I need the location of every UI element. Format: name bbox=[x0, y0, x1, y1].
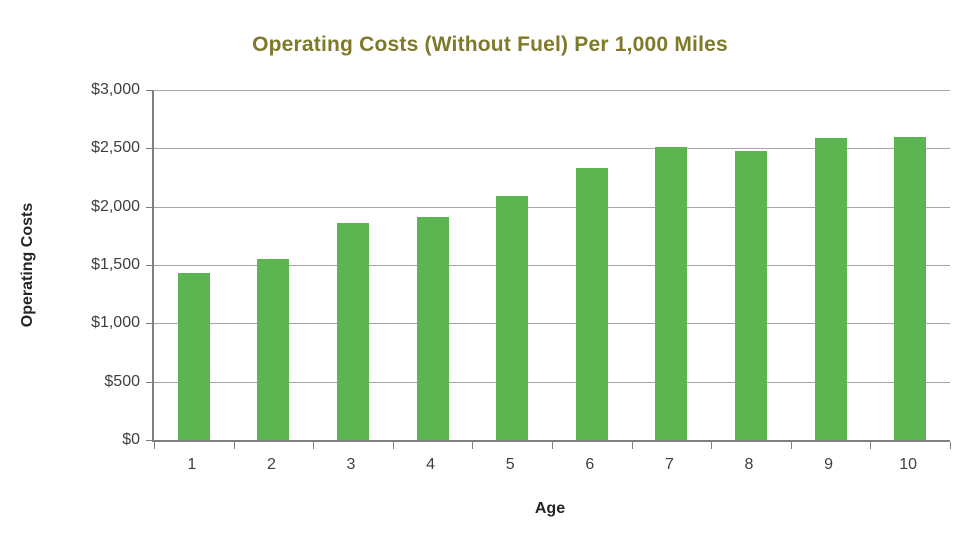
y-axis-tick-mark bbox=[146, 440, 153, 441]
gridline bbox=[154, 148, 950, 150]
x-tick-label: 5 bbox=[505, 456, 515, 473]
bar-age-1 bbox=[177, 273, 210, 440]
gridline bbox=[154, 90, 950, 91]
x-axis-tick-mark bbox=[392, 442, 394, 449]
chart-title: Operating Costs (Without Fuel) Per 1,000… bbox=[252, 33, 728, 56]
y-axis-tick-mark bbox=[146, 206, 153, 208]
x-tick-label: 7 bbox=[664, 456, 674, 473]
y-tick-label: $1,500 bbox=[91, 256, 140, 273]
x-tick-label: 8 bbox=[744, 456, 754, 473]
x-axis-title: Age bbox=[534, 500, 566, 517]
x-tick-label: 6 bbox=[585, 456, 595, 473]
y-tick-label: $2,500 bbox=[91, 139, 140, 157]
bar-age-8 bbox=[735, 150, 767, 440]
gridline bbox=[154, 323, 950, 325]
x-tick-label: 3 bbox=[346, 456, 356, 473]
x-axis-tick-mark bbox=[233, 442, 235, 449]
bar-age-2 bbox=[257, 258, 290, 440]
x-tick-label: 9 bbox=[824, 456, 834, 473]
y-tick-label: $500 bbox=[104, 372, 140, 390]
x-axis-tick-mark bbox=[154, 442, 155, 449]
y-axis-tick-mark bbox=[146, 265, 153, 266]
bar-age-7 bbox=[655, 147, 688, 440]
y-axis-tick-mark bbox=[146, 381, 153, 383]
x-axis-tick-mark bbox=[631, 442, 633, 449]
x-axis-tick-mark bbox=[472, 442, 474, 449]
bar-age-6 bbox=[575, 168, 608, 440]
x-tick-label: 2 bbox=[266, 456, 276, 473]
x-tick-label: 10 bbox=[899, 456, 918, 473]
x-axis-tick-mark bbox=[313, 442, 315, 449]
gridline bbox=[154, 206, 950, 208]
plot-area bbox=[146, 90, 951, 449]
bar-age-10 bbox=[894, 137, 927, 440]
x-tick-label: 4 bbox=[426, 456, 436, 473]
x-axis-tick-mark bbox=[711, 442, 713, 449]
bar-age-3 bbox=[337, 223, 369, 440]
y-tick-label: $2,000 bbox=[91, 197, 140, 215]
x-axis-tick-mark bbox=[870, 442, 872, 449]
y-axis-tick-labels: $0 $500 $1,000 $1,500 $2,000 $2,500 $3,000 bbox=[0, 81, 140, 448]
bar-age-9 bbox=[814, 138, 847, 440]
bar-age-4 bbox=[416, 216, 449, 440]
y-tick-label: $1,000 bbox=[91, 314, 140, 332]
y-tick-label: $0 bbox=[122, 431, 140, 448]
x-axis-tick-mark bbox=[950, 442, 951, 449]
y-axis-tick-mark bbox=[146, 90, 153, 91]
y-axis-tick-mark bbox=[146, 323, 153, 325]
x-axis-tick-mark bbox=[552, 442, 553, 449]
x-axis-tick-labels: 1 2 3 4 5 6 7 8 9 10 bbox=[152, 452, 948, 476]
x-axis-tick-mark bbox=[790, 442, 792, 449]
gridline bbox=[154, 265, 950, 266]
y-axis-tick-mark bbox=[146, 148, 153, 150]
gridline bbox=[154, 381, 950, 383]
x-tick-label: 1 bbox=[187, 456, 197, 473]
y-tick-label: $3,000 bbox=[91, 81, 140, 98]
bar-age-5 bbox=[496, 196, 529, 440]
